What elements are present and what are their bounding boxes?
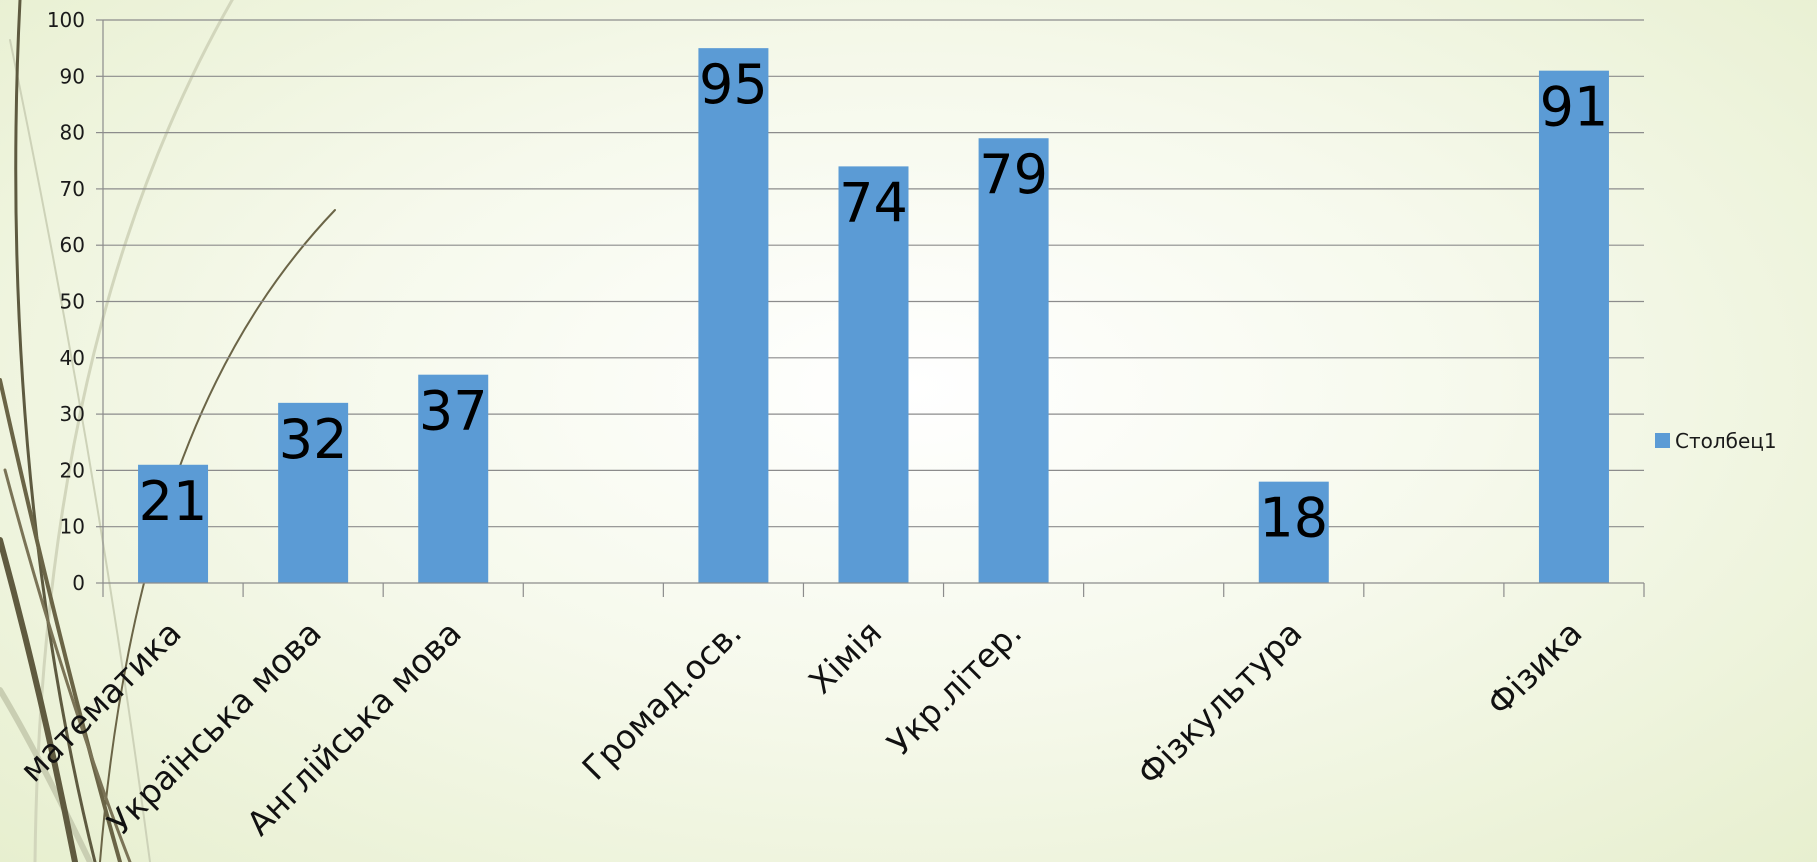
deco-curve-light-3: [0, 687, 93, 862]
bar: [1538, 70, 1609, 584]
y-tick-label: 40: [60, 346, 85, 370]
legend-swatch: [1655, 433, 1670, 448]
deco-curve-dark-5: [3, 468, 132, 862]
deco-curve-light-1: [33, 0, 234, 862]
y-tick-label: 10: [60, 515, 85, 539]
data-label: 91: [1540, 76, 1609, 139]
data-label: 79: [979, 143, 1048, 206]
bar: [278, 402, 349, 583]
x-tick-label: Укр.літер.: [880, 613, 1030, 763]
y-tick-label: 80: [60, 121, 85, 145]
bar: [978, 138, 1049, 584]
bar: [838, 166, 909, 583]
deco-curve-dark-3: [99, 209, 336, 862]
data-label: 37: [419, 380, 488, 443]
y-tick-label: 90: [60, 64, 85, 88]
y-axis-ticks: 0 10 20 30 40 50 60 70 80 90 100: [47, 8, 103, 595]
data-labels: 21 32 37 95 74 79 18 91: [139, 53, 1609, 550]
x-tick-label: Фізкультура: [1130, 613, 1310, 793]
x-tick-label: Фізика: [1479, 613, 1589, 723]
y-tick-label: 70: [60, 177, 85, 201]
y-tick-label: 60: [60, 233, 85, 257]
data-label: 74: [839, 171, 908, 234]
y-tick-label: 30: [60, 402, 85, 426]
bar: [418, 374, 489, 583]
deco-curve-dark-2: [0, 378, 122, 862]
bar: [698, 48, 769, 583]
bar: [1258, 481, 1329, 583]
x-tick-label: Хімія: [801, 613, 889, 701]
y-tick-label: 100: [47, 8, 85, 32]
y-tick-label: 50: [60, 290, 85, 314]
data-label: 32: [279, 408, 348, 471]
y-tick-label: 0: [72, 571, 85, 595]
legend-label: Столбец1: [1675, 429, 1777, 453]
bar: [138, 464, 209, 583]
deco-curve-dark-4: [0, 537, 78, 862]
y-tick-label: 20: [60, 458, 85, 482]
deco-curve-light-2: [9, 39, 151, 862]
data-label: 21: [139, 470, 208, 533]
bars: [138, 48, 1609, 584]
data-label: 95: [699, 53, 768, 116]
x-tick-label: Громад.осв.: [574, 613, 749, 788]
legend: Столбец1: [1655, 429, 1777, 453]
data-label: 18: [1259, 487, 1328, 550]
deco-curve-dark-1: [14, 0, 97, 862]
